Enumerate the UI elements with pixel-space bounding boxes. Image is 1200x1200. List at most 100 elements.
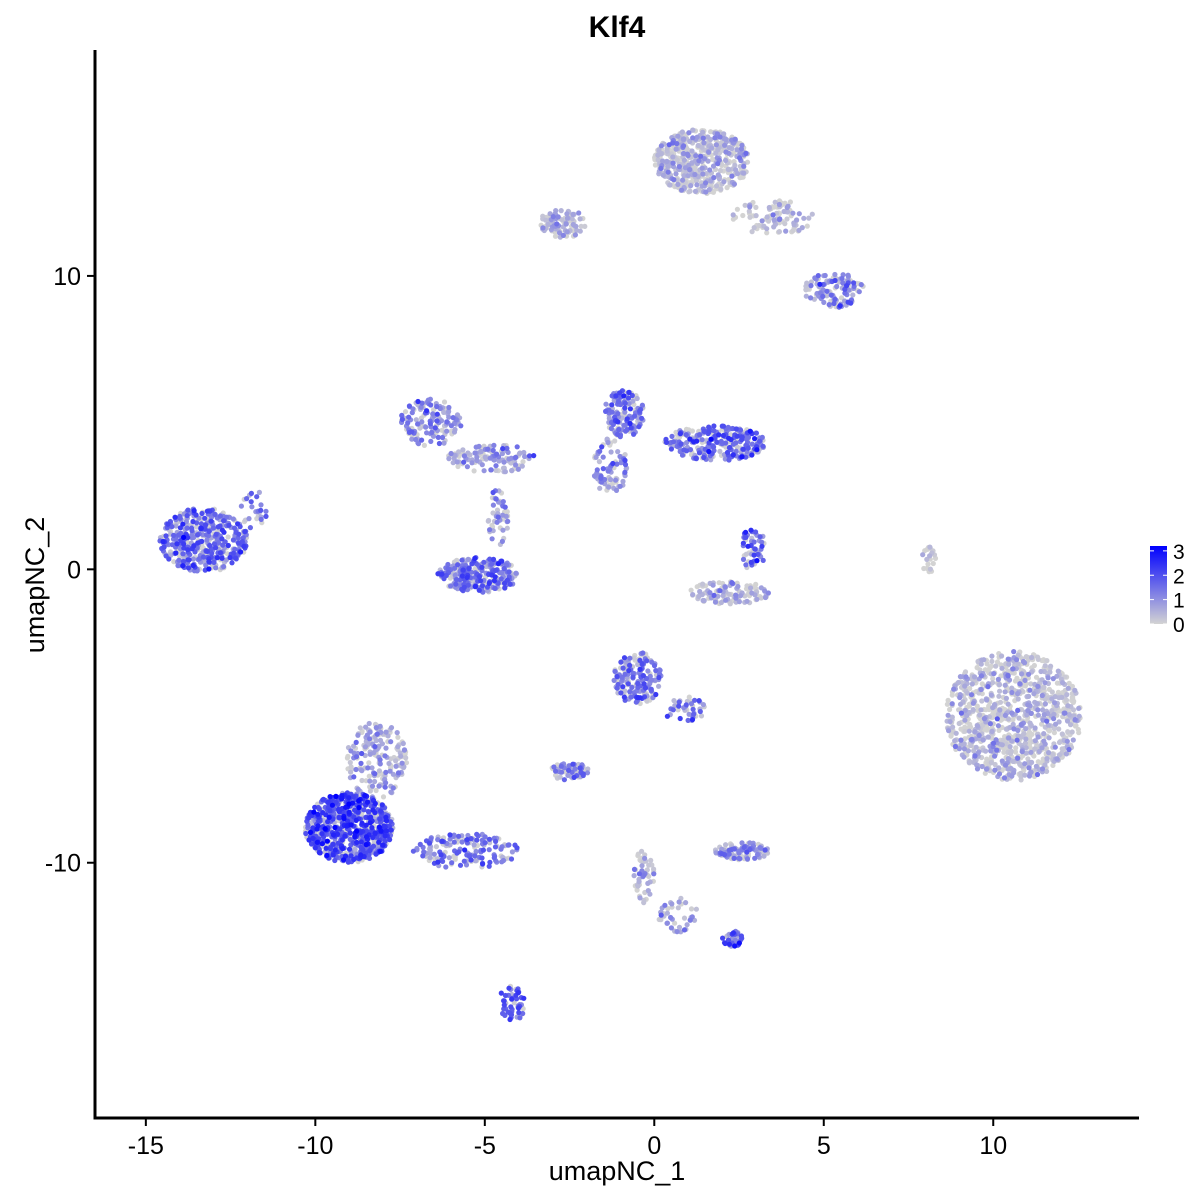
data-point — [464, 837, 470, 843]
data-point — [730, 216, 737, 222]
data-point — [856, 289, 862, 295]
data-point — [757, 845, 763, 851]
data-point — [603, 408, 609, 414]
data-point — [1026, 671, 1032, 677]
data-point — [622, 422, 629, 428]
data-point — [180, 551, 186, 557]
data-point — [927, 566, 934, 572]
data-point — [189, 535, 195, 541]
data-point — [669, 433, 675, 439]
data-point — [498, 846, 504, 852]
data-point — [458, 423, 464, 429]
data-point — [347, 830, 353, 836]
data-point — [1024, 712, 1030, 718]
data-point — [566, 767, 572, 774]
data-point — [439, 838, 445, 844]
data-point — [992, 753, 998, 759]
data-point — [493, 567, 499, 574]
data-point — [507, 1016, 513, 1023]
data-point — [921, 565, 927, 572]
data-point — [502, 585, 508, 591]
data-point — [456, 833, 462, 839]
data-point — [464, 574, 470, 581]
data-point — [972, 753, 978, 759]
data-point — [784, 216, 790, 222]
data-point — [962, 717, 968, 723]
data-point — [382, 838, 388, 844]
data-point — [749, 452, 755, 458]
data-point — [996, 693, 1002, 699]
data-point — [490, 556, 497, 563]
data-point — [1001, 749, 1007, 755]
data-point — [722, 584, 728, 590]
data-point — [996, 727, 1002, 734]
data-point — [993, 663, 999, 669]
data-point — [995, 676, 1002, 683]
data-point — [745, 543, 751, 549]
data-point — [465, 450, 471, 456]
data-point — [357, 725, 363, 731]
data-point — [664, 920, 671, 926]
data-point — [660, 172, 666, 178]
data-point — [961, 746, 968, 752]
data-point — [701, 454, 707, 461]
data-point — [743, 150, 749, 156]
data-point — [359, 777, 365, 784]
data-point — [945, 697, 951, 704]
data-point — [415, 398, 421, 405]
data-point — [599, 444, 605, 450]
data-point — [715, 161, 721, 167]
data-point — [1023, 726, 1029, 732]
data-point — [507, 1010, 514, 1017]
data-point — [330, 852, 336, 858]
data-point — [454, 850, 460, 856]
data-point — [1059, 746, 1065, 752]
data-point — [658, 143, 665, 149]
data-point — [400, 740, 406, 747]
data-point — [738, 933, 745, 939]
data-point — [725, 424, 731, 430]
data-point — [747, 204, 753, 210]
data-point — [715, 147, 721, 153]
data-point — [501, 998, 507, 1004]
data-point — [446, 456, 452, 462]
data-point — [999, 653, 1005, 659]
data-point — [214, 555, 220, 561]
data-point — [683, 900, 689, 906]
data-point — [997, 688, 1003, 694]
data-point — [697, 708, 703, 715]
data-point — [1028, 710, 1034, 717]
data-point — [746, 208, 752, 214]
data-point — [498, 990, 504, 996]
data-point — [641, 873, 647, 879]
data-point — [222, 539, 228, 545]
data-point — [399, 760, 405, 766]
data-point — [1015, 691, 1021, 697]
data-point — [972, 729, 978, 735]
data-point — [202, 526, 208, 532]
data-point — [199, 538, 205, 545]
data-point — [794, 217, 800, 223]
data-point — [651, 866, 657, 872]
data-point — [211, 559, 217, 566]
data-point — [405, 420, 411, 426]
data-point — [316, 850, 322, 856]
data-point — [1036, 748, 1042, 755]
data-point — [466, 566, 472, 572]
data-point — [946, 728, 952, 734]
data-point — [974, 762, 980, 768]
data-point — [570, 221, 576, 228]
data-point — [1073, 723, 1079, 729]
data-point — [383, 745, 389, 751]
data-point — [185, 535, 191, 541]
data-point — [617, 390, 623, 396]
data-point — [687, 138, 693, 145]
data-point — [1026, 765, 1032, 771]
data-point — [459, 573, 465, 579]
data-point — [347, 759, 353, 766]
data-point — [393, 758, 399, 764]
data-point — [753, 430, 760, 436]
data-point — [701, 428, 707, 434]
data-point — [258, 516, 264, 523]
data-point — [777, 216, 783, 222]
